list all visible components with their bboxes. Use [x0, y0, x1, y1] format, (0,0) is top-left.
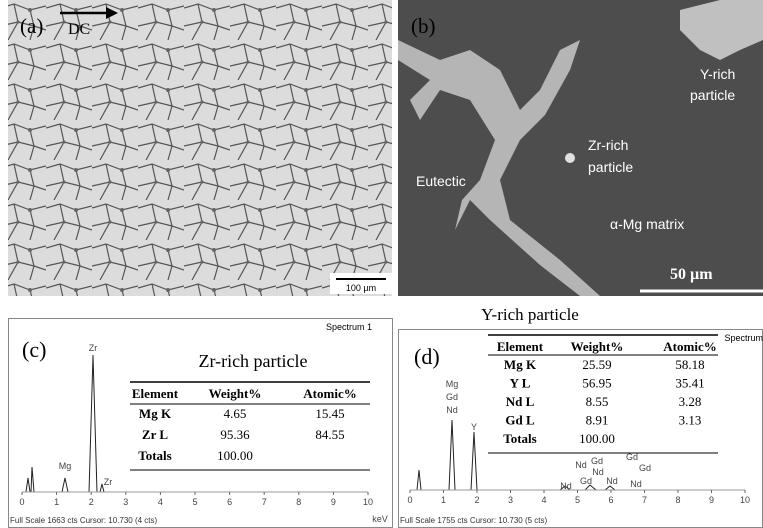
cell: Nd L — [506, 394, 535, 409]
peak-label: Nd — [592, 467, 604, 477]
annotation: Eutectic — [416, 173, 466, 189]
x-tick-label: 8 — [296, 497, 301, 507]
x-tick-label: 1 — [54, 497, 59, 507]
x-tick-label: 4 — [541, 495, 546, 505]
peak-label: Gd — [626, 452, 638, 462]
x-tick-label: 8 — [675, 495, 680, 505]
scale-label: 100 µm — [346, 283, 376, 293]
x-tick-label: 9 — [709, 495, 714, 505]
cell: Totals — [503, 431, 536, 446]
annotation: particle — [588, 159, 633, 175]
x-tick-label: 5 — [575, 495, 580, 505]
header-cell: Atomic% — [663, 339, 716, 354]
x-tick-label: 7 — [642, 495, 647, 505]
peak-label: Mg — [446, 379, 459, 389]
peak-label: Gd — [591, 456, 603, 466]
x-tick-label: 4 — [158, 497, 163, 507]
spectrum-label: Spectrum — [724, 333, 763, 343]
cell: Zr L — [142, 427, 168, 442]
x-tick-label: 2 — [474, 495, 479, 505]
header-cell: Element — [132, 386, 179, 401]
cell: 4.65 — [224, 406, 247, 421]
annotation: α-Mg matrix — [610, 216, 684, 232]
x-tick-label: 9 — [331, 497, 336, 507]
micrograph — [8, 0, 392, 296]
spectrum-label: Spectrum 1 — [326, 322, 372, 332]
footer: Full Scale 1755 cts Cursor: 10.730 (5 ct… — [400, 516, 548, 525]
annotation: Y-rich — [700, 66, 735, 82]
x-tick-label: 0 — [407, 495, 412, 505]
cell: 56.95 — [582, 376, 611, 391]
cell: 8.55 — [586, 394, 609, 409]
cell: 25.59 — [582, 357, 611, 372]
panel-b: (b) Y-rich particle Zr-rich particle Eut… — [398, 0, 763, 296]
cell: 3.13 — [679, 413, 702, 428]
cell: 58.18 — [675, 357, 704, 372]
panel-c: Spectrum 1 (c) Zr-rich particle Element W… — [9, 319, 393, 528]
cell: Mg K — [504, 357, 537, 372]
cell: 35.41 — [675, 376, 704, 391]
panel-label: (d) — [414, 344, 440, 369]
cell: Totals — [138, 448, 171, 463]
figure: (a) DC 100 µm (b) Y-rich particle Zr-ric… — [0, 0, 763, 528]
panel-a: (a) DC 100 µm — [8, 0, 392, 296]
cell: 84.55 — [315, 427, 344, 442]
x-tick-label: 6 — [608, 495, 613, 505]
peak-label: Nd — [560, 481, 572, 491]
cell: 95.36 — [220, 427, 250, 442]
panel-d: Y-rich particle Spectrum (d) Element Weig… — [399, 305, 763, 528]
panel-frame — [399, 330, 763, 528]
table-title: Zr-rich particle — [198, 351, 307, 371]
peak-label: Zr — [104, 477, 113, 487]
cell: 100.00 — [217, 448, 253, 463]
peak-label: Zr — [89, 343, 98, 353]
x-tick-label: 10 — [740, 495, 750, 505]
x-tick-label: 0 — [19, 497, 24, 507]
header-cell: Atomic% — [303, 386, 356, 401]
peak-label: Mg — [59, 461, 72, 471]
annotation: Zr-rich — [588, 137, 628, 153]
x-unit: keV — [372, 514, 388, 524]
cell: Gd L — [505, 413, 535, 428]
cell: 15.45 — [315, 406, 344, 421]
header-cell: Weight% — [209, 386, 262, 401]
x-tick-label: 2 — [89, 497, 94, 507]
panel-label: (c) — [22, 337, 46, 362]
header-cell: Element — [497, 339, 544, 354]
cell: Mg K — [139, 406, 172, 421]
cell: 100.00 — [579, 431, 615, 446]
peak-label: Gd — [580, 476, 592, 486]
cell: 8.91 — [586, 413, 609, 428]
header-cell: Weight% — [571, 339, 624, 354]
x-tick-label: 3 — [508, 495, 513, 505]
cell: Y L — [510, 376, 531, 391]
peak-label: Nd — [630, 479, 642, 489]
x-tick-label: 6 — [227, 497, 232, 507]
panel-label: (b) — [411, 14, 436, 38]
peak-label: Nd — [606, 476, 618, 486]
x-tick-label: 7 — [262, 497, 267, 507]
scale-label: 50 µm — [670, 266, 713, 283]
direction-label: DC — [68, 21, 90, 38]
x-tick-label: 10 — [363, 497, 373, 507]
peak-label: Gd — [639, 463, 651, 473]
panel-label: (a) — [20, 14, 43, 38]
footer: Full Scale 1663 cts Cursor: 10.730 (4 ct… — [10, 516, 158, 525]
x-tick-label: 3 — [123, 497, 128, 507]
peak-label: Y — [471, 422, 477, 432]
table-title: Y-rich particle — [481, 305, 579, 324]
zr-particle — [565, 153, 575, 163]
peak-label: Gd — [446, 392, 458, 402]
x-tick-label: 5 — [192, 497, 197, 507]
annotation: particle — [690, 87, 735, 103]
x-tick-label: 1 — [441, 495, 446, 505]
peak-label: Nd — [446, 405, 458, 415]
peak-label: Nd — [575, 460, 587, 470]
cell: 3.28 — [679, 394, 702, 409]
